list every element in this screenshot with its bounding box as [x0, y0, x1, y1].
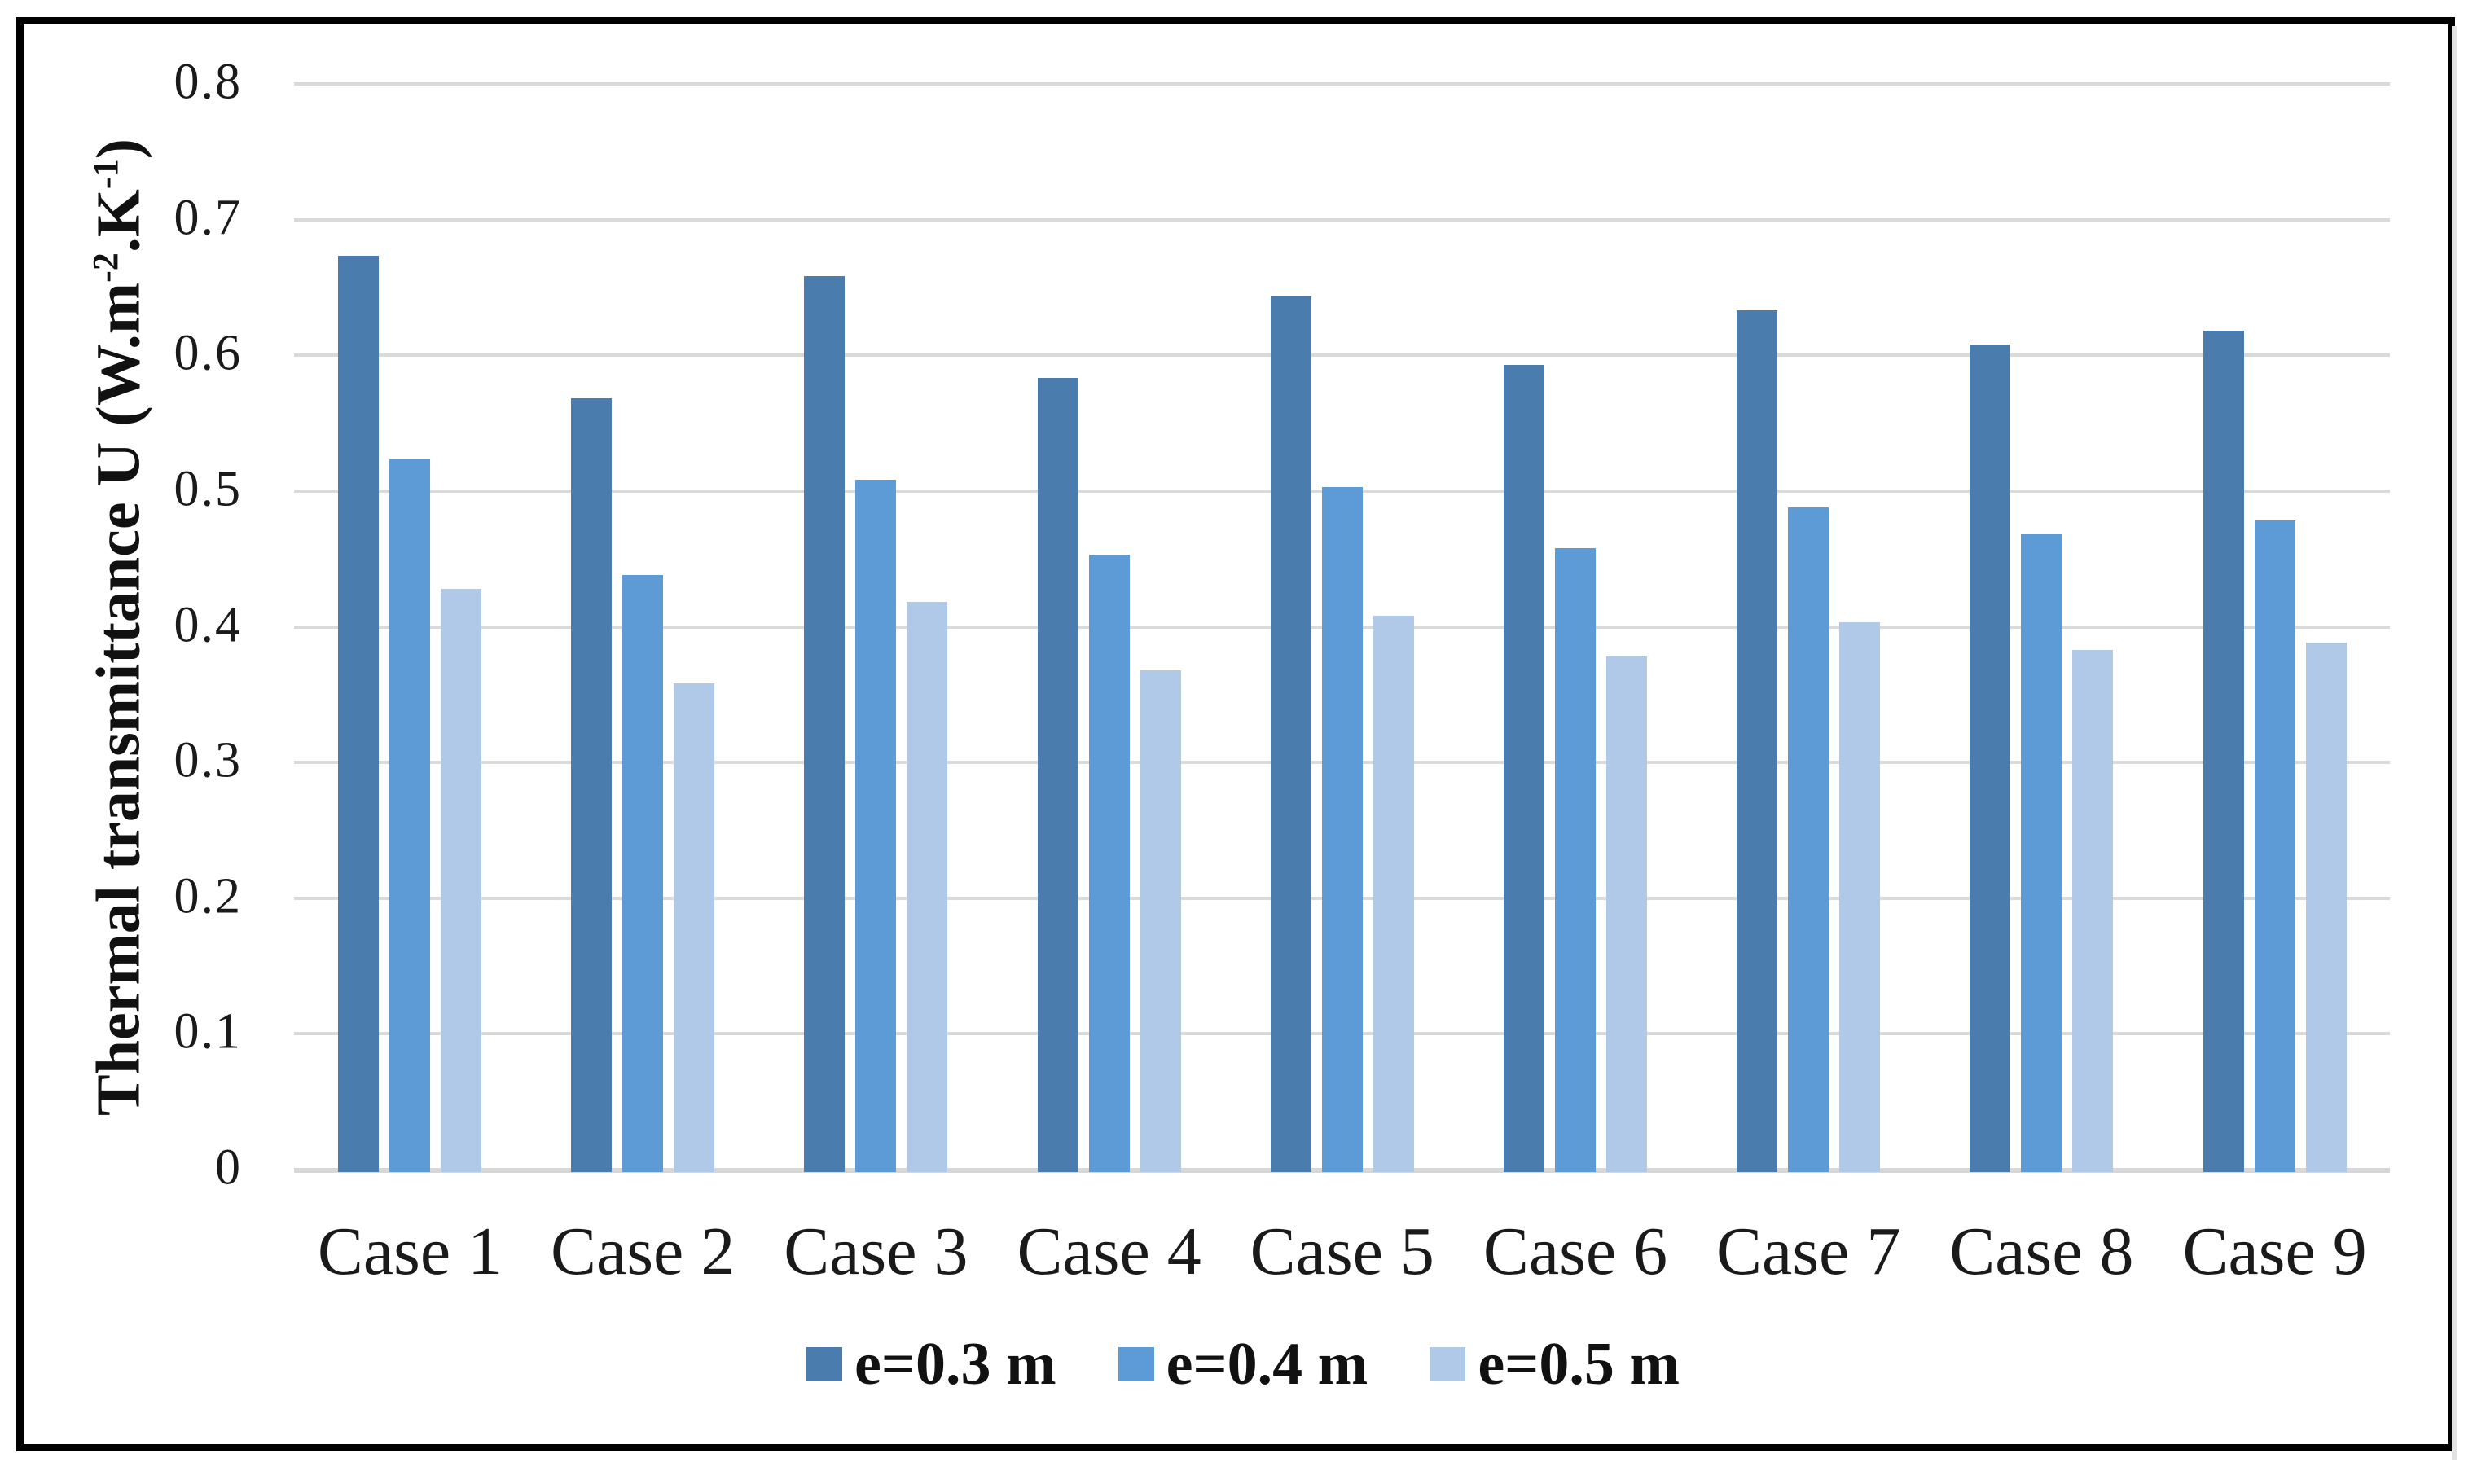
bar-case6-e=0.3m — [1504, 364, 1544, 1172]
gridline-0.7 — [294, 217, 2390, 222]
bar-case2-e=0.3m — [571, 398, 613, 1172]
legend: e=0.3 m e=0.4 m e=0.5 m — [24, 1334, 2462, 1394]
bar-case3-e=0.4m — [855, 480, 897, 1172]
bar-case7-e=0.3m — [1737, 310, 1778, 1172]
legend-swatch — [1118, 1347, 1154, 1381]
bar-case1-e=0.5m — [441, 588, 481, 1172]
bar-case9-e=0.4m — [2254, 520, 2295, 1172]
bar-case5-e=0.3m — [1270, 296, 1311, 1172]
y-tick-label: 0.1 — [173, 1003, 242, 1060]
legend-label: e=0.4 m — [1166, 1331, 1368, 1398]
y-axis-title-superscript: -1 — [86, 159, 125, 190]
y-tick-label: 0.4 — [173, 597, 242, 653]
y-tick-label: 0.6 — [173, 325, 242, 381]
bar-case2-e=0.4m — [622, 574, 664, 1172]
y-tick-label: 0.8 — [173, 54, 242, 110]
y-tick-label: 0.2 — [173, 868, 242, 924]
bar-case6-e=0.5m — [1606, 656, 1647, 1172]
x-category-label: Case 6 — [1482, 1214, 1668, 1289]
legend-item: e=0.5 m — [1430, 1334, 1680, 1394]
x-category-label: Case 9 — [2182, 1214, 2367, 1289]
bar-case5-e=0.5m — [1373, 615, 1414, 1172]
x-category-label: Case 3 — [784, 1214, 968, 1289]
legend-item: e=0.3 m — [806, 1334, 1056, 1394]
legend-item: e=0.4 m — [1118, 1334, 1368, 1394]
bar-case6-e=0.4m — [1555, 547, 1596, 1172]
bar-case7-e=0.4m — [1788, 507, 1829, 1172]
bar-case3-e=0.3m — [804, 276, 846, 1172]
bar-case8-e=0.4m — [2021, 533, 2062, 1172]
x-category-label: Case 1 — [317, 1214, 503, 1289]
gridline-0.6 — [294, 353, 2390, 358]
bar-case2-e=0.5m — [674, 683, 715, 1172]
legend-label: e=0.3 m — [854, 1331, 1056, 1398]
bar-case4-e=0.3m — [1037, 378, 1078, 1172]
bar-case1-e=0.4m — [389, 459, 430, 1172]
bar-case8-e=0.3m — [1970, 344, 2011, 1172]
legend-label: e=0.5 m — [1478, 1331, 1680, 1398]
bar-case4-e=0.4m — [1088, 554, 1130, 1172]
plot-area — [294, 82, 2390, 1175]
bar-case3-e=0.5m — [907, 602, 948, 1172]
legend-swatch — [806, 1347, 843, 1381]
bar-case9-e=0.3m — [2203, 330, 2244, 1172]
y-tick-label: 0 — [215, 1139, 242, 1196]
bar-case9-e=0.5m — [2305, 643, 2347, 1172]
y-axis-title-superscript: -2 — [86, 252, 125, 283]
legend-swatch — [1430, 1347, 1466, 1381]
bar-case8-e=0.5m — [2072, 649, 2114, 1172]
x-category-label: Case 4 — [1017, 1214, 1201, 1289]
y-tick-label: 0.3 — [173, 732, 242, 788]
x-category-label: Case 7 — [1716, 1214, 1901, 1289]
y-tick-label: 0.7 — [173, 190, 242, 246]
x-category-label: Case 5 — [1250, 1214, 1434, 1289]
bar-case1-e=0.3m — [338, 256, 379, 1172]
bar-case5-e=0.4m — [1321, 486, 1363, 1172]
bar-case4-e=0.5m — [1140, 670, 1181, 1172]
y-tick-label: 0.5 — [173, 461, 242, 517]
bar-case7-e=0.5m — [1839, 622, 1881, 1172]
y-axis-title-text: Thermal transmittance U (W.m — [84, 282, 153, 1116]
gridline-0.8 — [294, 82, 2390, 86]
y-axis-title-text: ) — [84, 138, 153, 160]
x-category-label: Case 2 — [551, 1214, 736, 1289]
x-category-label: Case 8 — [1949, 1214, 2134, 1289]
chart-right-edge-line — [2452, 26, 2457, 1460]
